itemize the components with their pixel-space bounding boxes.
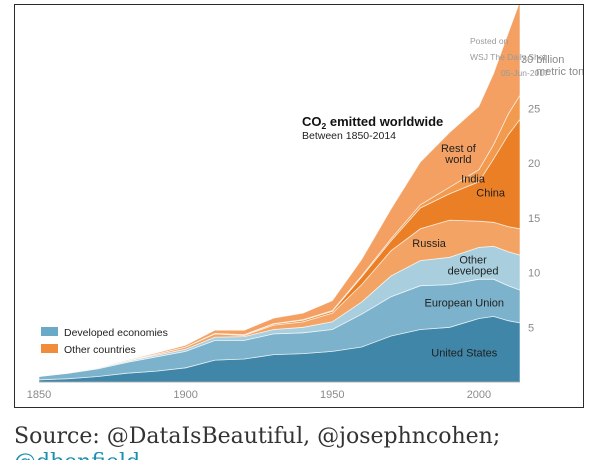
legend-label-other-countries: Other countries xyxy=(64,344,136,356)
area-rest-of-world xyxy=(38,5,521,377)
unit-label-line-2: metric tons xyxy=(536,66,583,78)
area-label-russia: Russia xyxy=(412,238,447,250)
area-label-united-states: United States xyxy=(431,347,498,359)
area-labels: United States European Union Otherdevelope… xyxy=(412,143,506,360)
credit-line-2: WSJ The Daily Shot xyxy=(470,52,547,62)
x-tick-label-1900: 1900 xyxy=(173,389,197,401)
y-tick-label-5: 5 xyxy=(528,322,534,334)
legend-label-developed-economies: Developed economies xyxy=(64,327,168,339)
source-caption-continuation[interactable]: @dbenfield xyxy=(14,452,154,460)
x-tick-label-2000: 2000 xyxy=(467,389,491,401)
co2-area-chart: 5 10 15 20 25 1850 1900 1950 2000 United States… xyxy=(27,5,583,401)
chart-subtitle: Between 1850-2014 xyxy=(302,130,396,142)
chart-title: CO2 emitted worldwide xyxy=(302,114,443,131)
y-tick-label-15: 15 xyxy=(528,213,540,225)
area-label-european-union: European Union xyxy=(425,297,505,309)
area-label-other-developed-line-1: Other xyxy=(459,254,487,266)
y-axis: 5 10 15 20 25 xyxy=(528,103,540,334)
area-series-group xyxy=(38,5,521,383)
x-tick-label-1850: 1850 xyxy=(27,389,51,401)
y-tick-label-10: 10 xyxy=(528,268,540,280)
credit-line-3: 05-Jun-2017 xyxy=(501,68,549,78)
area-label-china: China xyxy=(476,188,506,200)
legend-swatch-other-countries xyxy=(41,344,58,353)
legend-swatch-developed-economies xyxy=(41,327,58,336)
source-credit: Posted on WSJ The Daily Shot 05-Jun-2017 xyxy=(470,36,549,78)
source-caption: Source: @DataIsBeautiful, @josephncohen; xyxy=(14,424,501,449)
chart-title-group: CO2 emitted worldwide Between 1850-2014 xyxy=(302,114,443,142)
credit-line-1: Posted on xyxy=(470,36,509,46)
x-tick-label-1950: 1950 xyxy=(320,389,344,401)
x-axis: 1850 1900 1950 2000 xyxy=(27,381,520,401)
area-label-india: India xyxy=(461,174,486,186)
unit-label-line-1: 30 billion xyxy=(521,54,564,66)
y-tick-label-25: 25 xyxy=(528,103,540,115)
area-label-other-developed-line-2: developed xyxy=(448,265,499,277)
area-label-rest-of-world-line-1: Rest of xyxy=(441,143,477,155)
chart-frame: 5 10 15 20 25 1850 1900 1950 2000 United States… xyxy=(14,4,584,408)
y-tick-label-20: 20 xyxy=(528,158,540,170)
area-label-rest-of-world-line-2: world xyxy=(444,154,471,166)
legend: Developed economies Other countries xyxy=(41,327,168,356)
source-link[interactable]: @dbenfield xyxy=(14,452,154,460)
